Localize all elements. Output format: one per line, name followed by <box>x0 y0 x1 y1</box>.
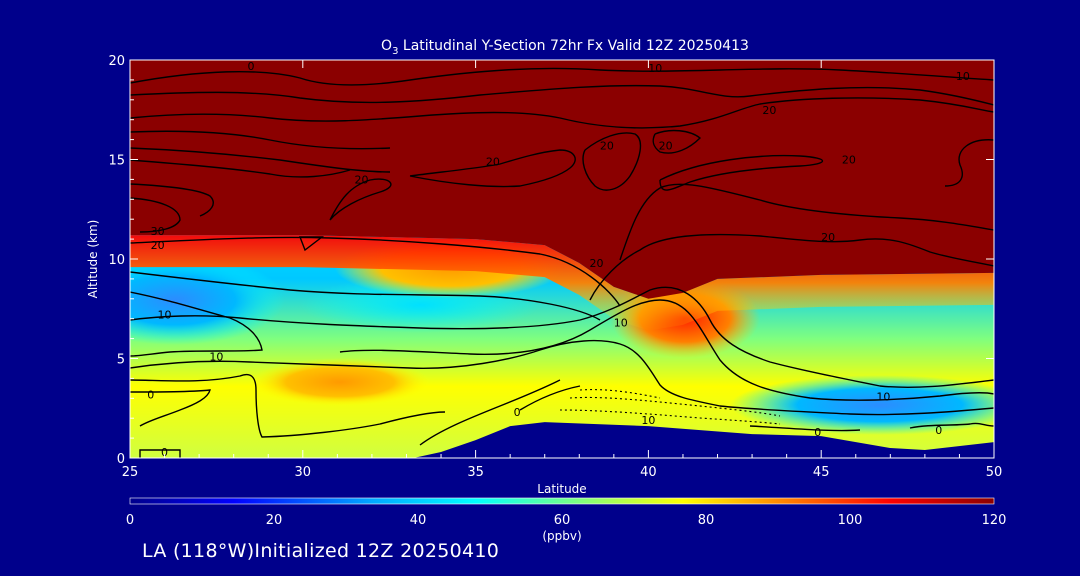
contour-line <box>130 389 211 427</box>
y-tick-label: 5 <box>117 353 125 368</box>
contour-label: 0 <box>161 446 168 459</box>
contour-line <box>130 97 994 129</box>
colorbar-units: (ppbv) <box>542 529 581 543</box>
contour-line <box>130 147 391 173</box>
contour-label: 0 <box>247 60 254 73</box>
colorbar-tick-label: 100 <box>838 513 863 528</box>
chart-title: O3 Latitudinal Y-Section 72hr Fx Valid 1… <box>381 38 749 57</box>
contour-line <box>130 373 446 438</box>
colorbar <box>129 497 995 505</box>
y-tick-label: 20 <box>108 54 125 69</box>
colorbar-tick-label: 40 <box>410 513 427 528</box>
contour-line <box>909 422 994 429</box>
contour-label: 20 <box>151 239 165 252</box>
contour-line <box>298 236 325 252</box>
contour-label: 0 <box>935 424 942 437</box>
contour-line <box>329 178 392 221</box>
x-tick-label: 35 <box>467 465 484 480</box>
contour-label: 10 <box>209 351 223 364</box>
contour-line <box>130 291 263 357</box>
contour-label: 10 <box>641 414 655 427</box>
contour-label: 20 <box>486 155 500 168</box>
contour-line <box>944 139 994 187</box>
high-ozone-region <box>250 358 430 406</box>
contour-line <box>559 409 781 425</box>
contour-line <box>519 385 581 411</box>
x-tick-label: 50 <box>986 465 1003 480</box>
contour-label: 10 <box>956 70 970 83</box>
terrain <box>413 422 994 458</box>
x-tick-label: 25 <box>122 465 139 480</box>
contour-line <box>339 299 994 401</box>
contour-line <box>130 67 994 86</box>
contour-label: 0 <box>514 406 521 419</box>
x-axis: 25 30 35 40 45 50 <box>122 60 1003 480</box>
contour-label: 20 <box>762 104 776 117</box>
x-tick-label: 45 <box>813 465 830 480</box>
contour-label: 30 <box>151 225 165 238</box>
contour-label: 10 <box>648 62 662 75</box>
x-tick-label: 40 <box>640 465 657 480</box>
contour-line <box>130 339 994 416</box>
contour-line <box>130 183 214 217</box>
contour-label: 10 <box>158 309 172 322</box>
contour-label: 10 <box>876 390 890 403</box>
contour-label: 10 <box>614 317 628 330</box>
contour-line <box>619 183 994 261</box>
contour-line <box>130 84 994 106</box>
y-axis-label: Altitude (km) <box>86 220 100 299</box>
contour-label: 20 <box>600 140 614 153</box>
stratosphere-high-ozone <box>130 60 994 299</box>
footer-caption: LA (118°W)Initialized 12Z 20250410 <box>142 540 500 562</box>
colorbar-tick-label: 0 <box>126 513 134 528</box>
x-axis-label: Latitude <box>537 482 586 496</box>
low-ozone-region <box>130 255 285 345</box>
contour-line <box>589 233 994 301</box>
contour-label: 0 <box>147 388 154 401</box>
contour-label: 20 <box>659 140 673 153</box>
y-tick-label: 0 <box>117 452 125 467</box>
contour-label: 20 <box>590 257 604 270</box>
colorbar-tick-label: 80 <box>698 513 715 528</box>
low-ozone-region <box>730 375 994 435</box>
contour-label: 0 <box>814 426 821 439</box>
contour-label: 20 <box>355 173 369 186</box>
colorbar-tick-label: 60 <box>554 513 571 528</box>
colorbar-tick-label: 20 <box>266 513 283 528</box>
y-tick-label: 15 <box>108 154 125 169</box>
tropopause-transition <box>130 235 994 331</box>
y-axis: 0 5 10 15 20 <box>108 54 994 467</box>
contour-line <box>409 149 576 188</box>
contour-line <box>139 449 181 458</box>
contour-line <box>130 130 391 150</box>
colorbar-ticks: 0 20 40 60 80 100 120 <box>126 513 1007 528</box>
contour-label: 20 <box>842 154 856 167</box>
x-tick-label: 30 <box>295 465 312 480</box>
contour-line <box>582 132 642 191</box>
contour-line <box>419 379 561 446</box>
contour-line <box>130 286 994 388</box>
contour-line <box>130 236 621 307</box>
contour-line <box>130 271 601 321</box>
contour-line <box>130 197 181 233</box>
contour-line <box>569 396 781 417</box>
contour-lines <box>130 67 994 458</box>
colorbar-tick-label: 120 <box>982 513 1007 528</box>
contour-label: 20 <box>821 231 835 244</box>
contour-line <box>652 129 702 154</box>
contour-line <box>749 425 861 432</box>
y-tick-label: 10 <box>108 253 125 268</box>
contour-line <box>130 159 351 178</box>
